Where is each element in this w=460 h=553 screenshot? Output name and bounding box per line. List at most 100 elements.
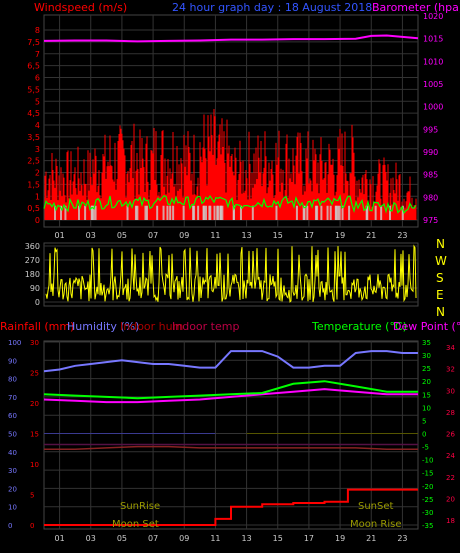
wind-low-bar bbox=[401, 205, 404, 220]
wind-low-bar bbox=[320, 205, 323, 220]
wind-tick-label: 0 bbox=[35, 216, 40, 225]
wind-low-bar bbox=[380, 205, 383, 220]
humidity-tick-label: 0 bbox=[8, 522, 12, 530]
wind-x-tick-label: 17 bbox=[304, 231, 314, 240]
lower-x-tick-label: 01 bbox=[54, 534, 64, 543]
wind-low-bar bbox=[366, 205, 369, 220]
humidity-tick-label: 10 bbox=[8, 504, 17, 512]
wind-tick-label: 1,5 bbox=[27, 180, 40, 189]
baro-tick-label: 1015 bbox=[423, 35, 443, 44]
wind-low-bar bbox=[239, 205, 242, 220]
humidity-tick-label: 50 bbox=[8, 431, 17, 439]
wind-low-bar bbox=[217, 205, 220, 220]
wind-low-bar bbox=[388, 205, 391, 220]
wind-x-tick-label: 05 bbox=[117, 231, 127, 240]
lower-x-tick-label: 19 bbox=[335, 534, 345, 543]
humidity-tick-label: 20 bbox=[8, 485, 17, 493]
temp-tick-label: -10 bbox=[422, 457, 433, 465]
wind-x-tick-label: 07 bbox=[148, 231, 158, 240]
temp-tick-label: 25 bbox=[422, 365, 431, 373]
baro-tick-label: 1005 bbox=[423, 80, 443, 89]
lower-x-tick-label: 07 bbox=[148, 534, 158, 543]
temp-tick-label: 5 bbox=[422, 417, 426, 425]
wind-low-bar bbox=[172, 205, 175, 220]
dewpoint-tick-label: 28 bbox=[446, 409, 455, 417]
lower-x-tick-label: 23 bbox=[397, 534, 407, 543]
dewpoint-line bbox=[43, 388, 418, 404]
barometer-line bbox=[43, 34, 419, 43]
dir-label-n-top: N bbox=[436, 237, 445, 251]
baro-tick-label: 1000 bbox=[423, 103, 443, 112]
windspeed-title: Windspeed (m/s) bbox=[34, 1, 127, 14]
wind-low-bar bbox=[203, 205, 206, 220]
indoor-temp-line bbox=[44, 445, 418, 450]
wind-tick-label: 0,5 bbox=[27, 204, 40, 213]
dir-tick-label: 0 bbox=[35, 298, 40, 307]
wind-low-bar bbox=[306, 205, 309, 220]
humidity-tick-label: 60 bbox=[8, 412, 17, 420]
wind-low-bar bbox=[134, 205, 137, 220]
wind-tick-label: 4 bbox=[35, 121, 40, 130]
graph-date-title: 24 hour graph day : 18 August 2018 bbox=[172, 1, 372, 14]
wind-low-bar bbox=[374, 205, 377, 220]
dewpoint-tick-label: 26 bbox=[446, 431, 455, 439]
rainfall-line bbox=[44, 488, 418, 526]
lower-x-tick-label: 15 bbox=[273, 534, 283, 543]
temp-tick-label: -25 bbox=[422, 496, 433, 504]
wind-tick-label: 3 bbox=[35, 145, 40, 154]
wind-low-bar bbox=[182, 205, 185, 220]
dewpoint-tick-label: 32 bbox=[446, 366, 455, 374]
dewpoint-tick-label: 20 bbox=[446, 495, 455, 503]
wind-low-bar bbox=[144, 205, 147, 220]
wind-low-bar bbox=[54, 205, 57, 220]
wind-x-tick-label: 21 bbox=[366, 231, 376, 240]
temp-panel bbox=[43, 340, 419, 530]
dir-tick-label: 360 bbox=[25, 242, 40, 251]
moonrise-label: Moon Rise bbox=[350, 519, 401, 530]
moonset-label: Moon Set bbox=[112, 519, 159, 530]
wind-low-bar bbox=[162, 205, 165, 220]
wind-tick-label: 2,5 bbox=[27, 157, 40, 166]
baro-tick-label: 995 bbox=[423, 125, 438, 134]
lower-x-tick-label: 21 bbox=[366, 534, 376, 543]
wind-low-bar bbox=[251, 205, 254, 220]
wind-low-bar bbox=[232, 205, 235, 220]
wind-x-tick-label: 01 bbox=[54, 231, 64, 240]
wind-low-bar bbox=[329, 205, 332, 220]
baro-tick-label: 990 bbox=[423, 148, 438, 157]
wind-tick-label: 1 bbox=[35, 192, 40, 201]
dir-label-n-bottom: N bbox=[436, 305, 445, 319]
wind-low-bar bbox=[193, 205, 196, 220]
wind-low-bar bbox=[219, 205, 222, 220]
lower-x-tick-label: 17 bbox=[304, 534, 314, 543]
dewpoint-tick-label: 18 bbox=[446, 517, 455, 525]
wind-tick-label: 2 bbox=[35, 169, 40, 178]
rainfall-title: Rainfall (mm) bbox=[0, 320, 74, 333]
temp-tick-label: 15 bbox=[422, 391, 431, 399]
wind-x-tick-label: 03 bbox=[86, 231, 96, 240]
humidity-tick-label: 70 bbox=[8, 394, 17, 402]
wind-tick-label: 8 bbox=[35, 26, 40, 35]
wind-average-line bbox=[43, 194, 417, 215]
wind-tick-label: 6,5 bbox=[27, 62, 40, 71]
dir-label-e: E bbox=[436, 288, 444, 302]
wind-low-bar bbox=[216, 205, 219, 220]
wind-low-bar bbox=[221, 205, 224, 220]
temp-tick-label: 10 bbox=[422, 404, 431, 412]
lower-x-tick-label: 03 bbox=[86, 534, 96, 543]
wind-low-bar bbox=[341, 205, 344, 220]
wind-direction-trace bbox=[45, 244, 417, 303]
wind-tick-label: 6 bbox=[35, 74, 40, 83]
wind-low-bar bbox=[169, 205, 172, 220]
humidity-line bbox=[43, 350, 418, 373]
baro-tick-label: 1020 bbox=[423, 12, 443, 21]
indoor-temp-title: Indoor temp bbox=[172, 320, 239, 333]
lower-x-tick-label: 11 bbox=[210, 534, 220, 543]
wind-x-tick-label: 15 bbox=[273, 231, 283, 240]
rain-tick-label: 0 bbox=[30, 522, 34, 530]
wind-low-bar bbox=[213, 205, 216, 220]
humidity-tick-label: 80 bbox=[8, 376, 17, 384]
wind-tick-label: 4,5 bbox=[27, 109, 40, 118]
temperature-line bbox=[43, 380, 418, 400]
indoor-hum-title: Indoor hum bbox=[120, 320, 183, 333]
